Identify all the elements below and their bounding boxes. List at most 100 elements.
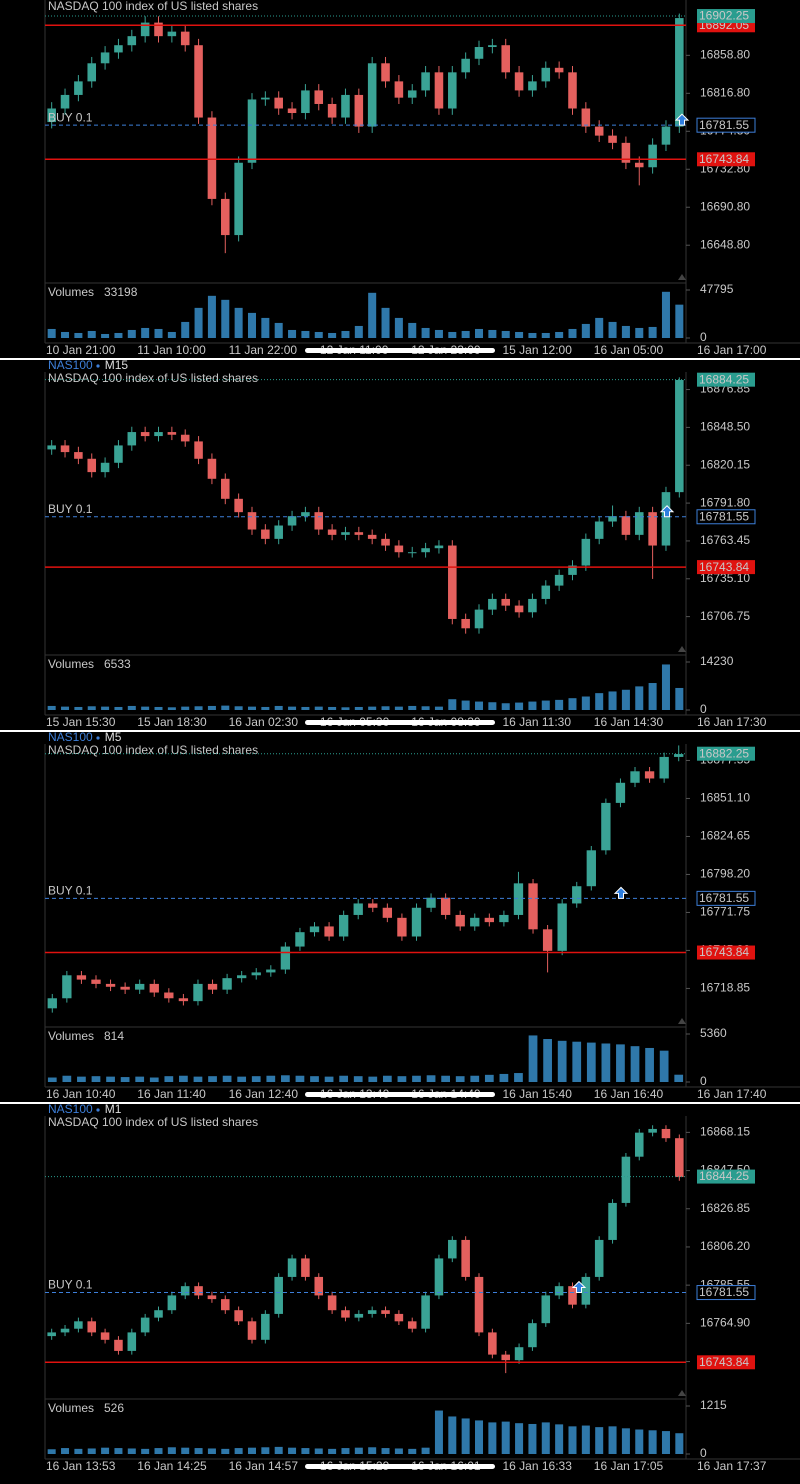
y-tick-label: 16851.10 — [700, 791, 750, 805]
volume-bar — [62, 1075, 72, 1082]
volume-bar — [557, 1040, 567, 1082]
volume-bar — [581, 696, 590, 710]
candle-body — [87, 458, 97, 473]
description: NASDAQ 100 index of US listed shares — [48, 743, 258, 757]
candle-body — [309, 926, 320, 933]
candle-body — [513, 883, 524, 915]
volume-bar — [515, 331, 524, 338]
volume-bar — [234, 307, 243, 338]
volume-bar — [434, 706, 443, 710]
candle-body — [247, 99, 257, 163]
volume-bar — [501, 1421, 510, 1454]
y-tick-label: 16648.80 — [700, 237, 750, 251]
candle-body — [488, 45, 497, 48]
volume-current: 33198 — [104, 285, 138, 299]
candle-body — [100, 462, 110, 473]
candle-body — [648, 144, 657, 168]
volume-bar — [77, 1076, 86, 1082]
candle-body — [661, 126, 671, 145]
volume-title: Volumes — [48, 1401, 94, 1415]
volume-bar — [310, 1076, 319, 1082]
candle-body — [621, 1156, 631, 1203]
volume-bar — [475, 701, 484, 710]
volume-bar — [499, 1073, 509, 1082]
panel-end-marker — [678, 646, 686, 652]
candle-body — [76, 975, 87, 980]
volume-bar — [484, 1074, 494, 1082]
volume-bar — [127, 1448, 136, 1454]
volume-bar — [274, 1446, 283, 1454]
x-tick-label: 15 Jan 15:30 — [46, 715, 116, 729]
volume-bar — [621, 1428, 630, 1454]
y-tick-label: 16764.90 — [700, 1316, 750, 1330]
candle-body — [407, 90, 417, 98]
volume-bar — [207, 295, 216, 338]
volume-bar — [368, 292, 377, 338]
y-tick-label: 16824.65 — [700, 829, 750, 843]
candle-body — [47, 998, 57, 1009]
candle-body — [274, 97, 283, 109]
candle-body — [154, 22, 163, 37]
candle-body — [167, 31, 177, 37]
volume-bar — [381, 307, 390, 338]
volume-bar — [114, 706, 123, 710]
x-tick-label: 16 Jan 15:40 — [503, 1087, 573, 1101]
candle-body — [488, 598, 497, 610]
volume-bar — [234, 706, 243, 710]
y-tick-label: 16798.20 — [700, 867, 750, 881]
candle-body — [440, 897, 451, 915]
candle-body — [237, 975, 247, 979]
x-tick-label: 16 Jan 14:25 — [137, 1459, 207, 1473]
candle-body — [648, 1128, 657, 1133]
volume-bar — [421, 706, 430, 710]
price-label-box — [697, 1169, 755, 1184]
volume-current: 526 — [104, 1401, 124, 1415]
candle-body — [675, 1138, 684, 1178]
volume-bar — [461, 330, 470, 338]
y-tick-label: 16826.85 — [700, 1201, 750, 1215]
volume-bar — [314, 1448, 323, 1454]
candle-body — [661, 492, 671, 546]
volume-bar — [179, 1075, 188, 1082]
candle-body — [60, 445, 70, 453]
y-tick-label: 16868.15 — [700, 1125, 750, 1139]
volume-bar — [328, 1448, 337, 1454]
candle-body — [180, 31, 190, 46]
volume-bar — [608, 691, 617, 710]
candle-body — [354, 94, 364, 127]
volume-bar — [154, 1448, 163, 1454]
volume-bar — [47, 1449, 56, 1454]
candle-body — [621, 516, 631, 535]
volume-bar — [515, 702, 524, 710]
buy-label: BUY 0.1 — [48, 502, 93, 516]
candle-body — [501, 598, 510, 606]
candle-body — [501, 45, 510, 73]
x-tick-label: 15 Jan 12:00 — [503, 343, 573, 357]
volume-bar — [274, 705, 283, 710]
candle-body — [541, 585, 551, 599]
candle-body — [434, 545, 444, 549]
price-label: 16902.25 — [699, 9, 749, 23]
candle-body — [251, 972, 261, 976]
candle-body — [634, 162, 644, 168]
candle-body — [135, 983, 145, 990]
x-tick-label: 16 Jan 13:53 — [46, 1459, 116, 1473]
candle-body — [488, 1332, 497, 1355]
panel-separator — [0, 358, 800, 360]
volume-bar — [601, 1043, 611, 1082]
candle-body — [114, 45, 123, 53]
candle-body — [601, 802, 611, 851]
x-tick-label: 16 Jan 02:30 — [229, 715, 299, 729]
volume-bar — [354, 706, 363, 710]
volume-bar — [381, 1448, 390, 1454]
price-label: 16743.84 — [699, 152, 749, 166]
volume-bar — [368, 706, 377, 710]
candle-body — [194, 1286, 203, 1296]
panel-end-marker — [678, 274, 686, 280]
candle-body — [301, 1258, 310, 1277]
candle-body — [287, 1258, 297, 1277]
price-label-box — [697, 945, 755, 960]
volume-bar — [448, 331, 457, 338]
candle-body — [234, 162, 243, 236]
